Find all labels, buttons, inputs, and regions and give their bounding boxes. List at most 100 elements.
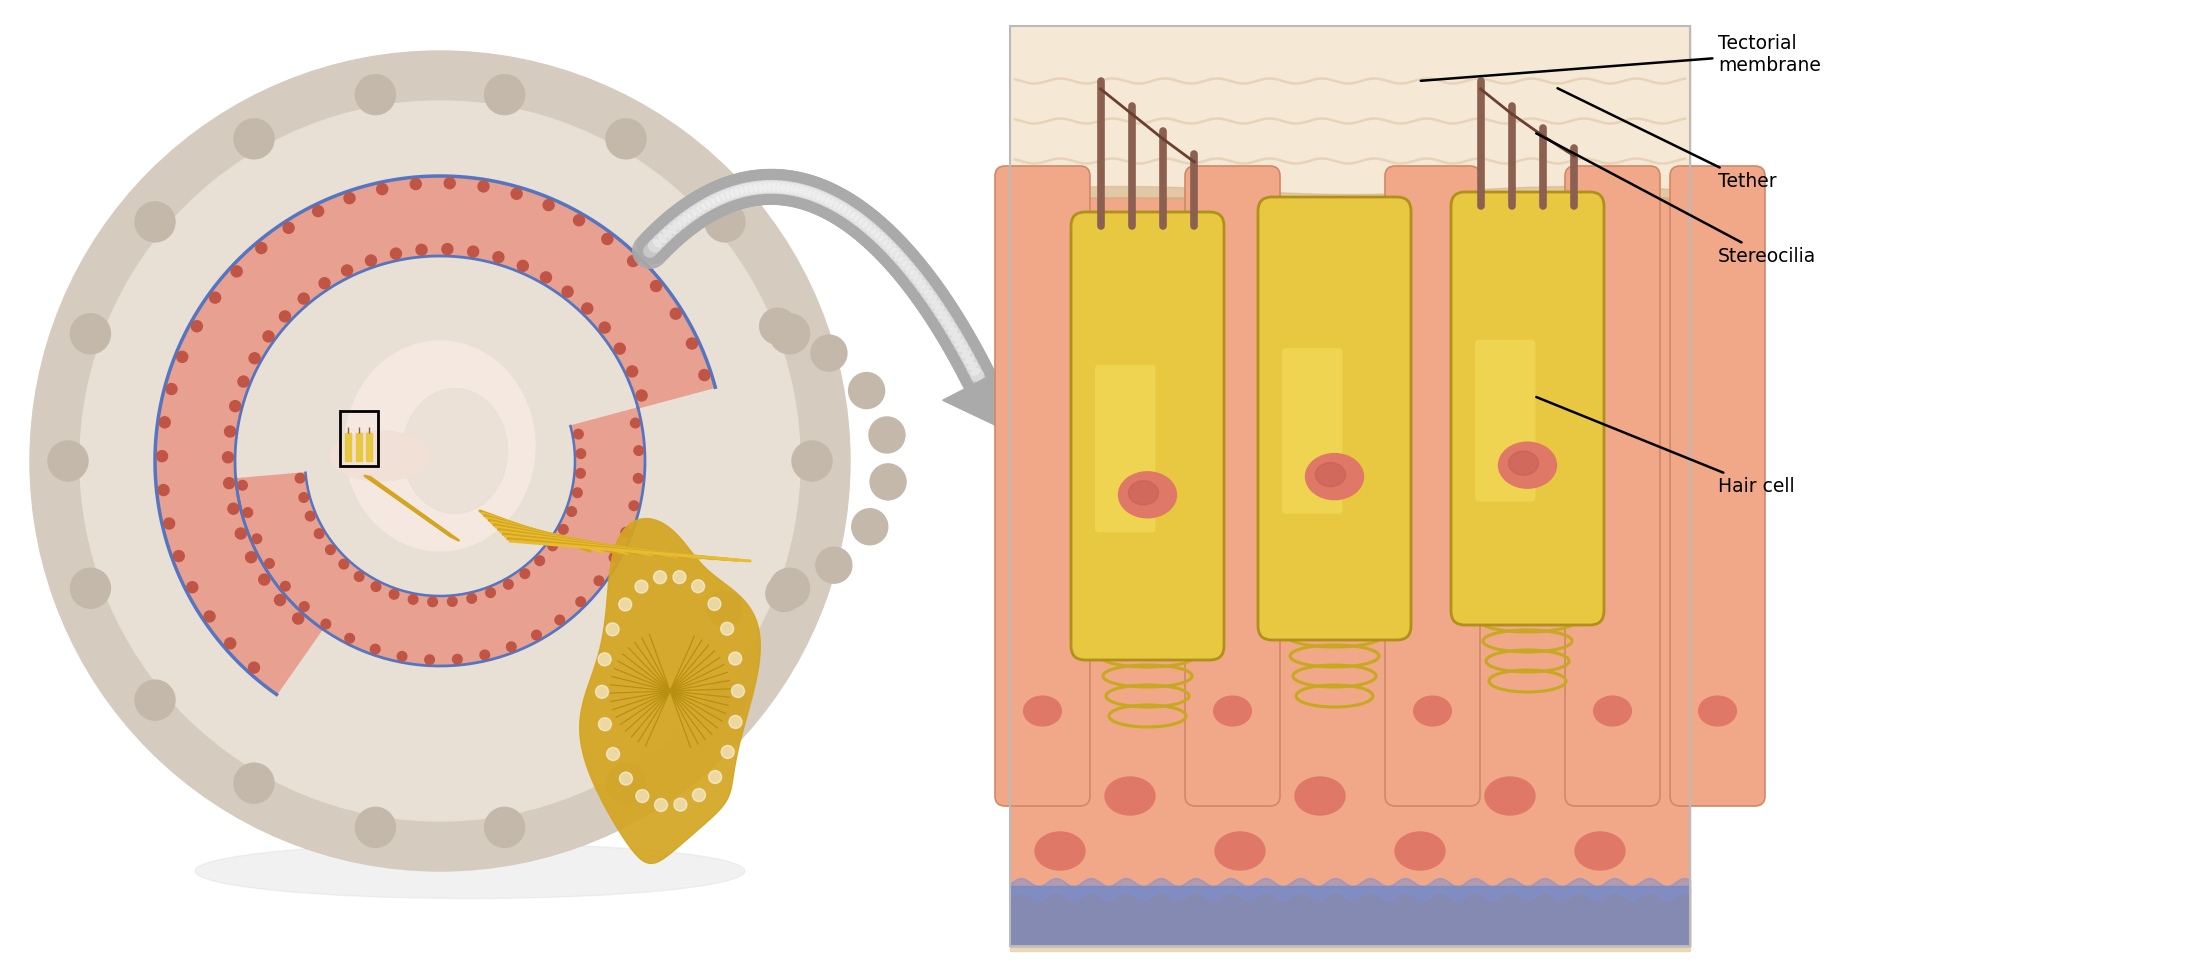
Ellipse shape: [346, 341, 536, 551]
Circle shape: [313, 206, 324, 217]
Circle shape: [709, 597, 720, 611]
Circle shape: [558, 524, 569, 534]
Circle shape: [274, 594, 284, 606]
FancyBboxPatch shape: [1258, 197, 1411, 640]
Circle shape: [635, 474, 643, 484]
Circle shape: [770, 314, 810, 353]
Circle shape: [258, 574, 269, 586]
Ellipse shape: [1508, 452, 1538, 475]
Circle shape: [849, 373, 884, 409]
FancyBboxPatch shape: [1282, 348, 1343, 514]
FancyBboxPatch shape: [1669, 166, 1766, 806]
Circle shape: [306, 512, 315, 520]
Circle shape: [177, 352, 188, 362]
Circle shape: [687, 338, 698, 349]
Circle shape: [354, 807, 396, 848]
Ellipse shape: [1499, 442, 1556, 488]
Circle shape: [468, 246, 479, 257]
Circle shape: [606, 763, 645, 803]
Circle shape: [674, 571, 687, 584]
FancyBboxPatch shape: [1186, 166, 1280, 806]
Circle shape: [354, 75, 396, 115]
Circle shape: [225, 426, 236, 437]
Bar: [354, 433, 361, 461]
Circle shape: [606, 748, 619, 760]
Circle shape: [225, 638, 236, 649]
FancyBboxPatch shape: [1475, 340, 1536, 502]
Circle shape: [477, 181, 488, 192]
Circle shape: [245, 552, 256, 563]
Circle shape: [698, 370, 709, 381]
Circle shape: [619, 772, 632, 786]
Circle shape: [186, 582, 197, 592]
Circle shape: [573, 487, 582, 497]
Circle shape: [300, 492, 309, 502]
Circle shape: [70, 314, 109, 353]
Ellipse shape: [1575, 832, 1626, 870]
Circle shape: [280, 582, 291, 591]
Text: Stereocilia: Stereocilia: [1536, 133, 1816, 265]
Circle shape: [341, 265, 352, 276]
Ellipse shape: [1698, 696, 1737, 726]
FancyBboxPatch shape: [1070, 212, 1223, 660]
Circle shape: [722, 746, 735, 758]
Text: Hair cell: Hair cell: [1536, 397, 1794, 495]
Circle shape: [449, 596, 457, 606]
Circle shape: [223, 452, 234, 463]
Circle shape: [816, 548, 851, 584]
Circle shape: [731, 685, 744, 697]
Circle shape: [595, 686, 608, 698]
Circle shape: [136, 680, 175, 720]
Text: Tether: Tether: [1558, 88, 1777, 190]
Circle shape: [319, 278, 330, 288]
FancyBboxPatch shape: [1564, 166, 1661, 806]
Circle shape: [416, 245, 427, 255]
Circle shape: [31, 51, 849, 871]
Circle shape: [635, 580, 648, 593]
Circle shape: [492, 251, 503, 263]
Bar: [1011, 26, 1689, 946]
Circle shape: [479, 651, 490, 659]
Circle shape: [637, 390, 648, 401]
Circle shape: [503, 580, 514, 589]
Circle shape: [709, 771, 722, 784]
Circle shape: [543, 200, 554, 211]
Circle shape: [650, 281, 661, 291]
Circle shape: [707, 590, 742, 626]
Circle shape: [486, 587, 494, 597]
Circle shape: [234, 763, 274, 803]
Circle shape: [136, 202, 175, 242]
Circle shape: [720, 622, 733, 635]
Circle shape: [263, 331, 274, 342]
Bar: [1011, 26, 1689, 946]
Circle shape: [453, 654, 462, 664]
Circle shape: [869, 417, 906, 452]
Circle shape: [705, 202, 744, 242]
Ellipse shape: [1214, 696, 1252, 726]
Bar: [1011, 886, 1689, 946]
Circle shape: [223, 478, 234, 488]
Circle shape: [516, 260, 527, 271]
Circle shape: [484, 807, 525, 848]
FancyBboxPatch shape: [996, 166, 1090, 806]
Circle shape: [630, 501, 639, 511]
Circle shape: [595, 576, 604, 586]
Circle shape: [315, 529, 324, 539]
Circle shape: [160, 417, 171, 428]
Polygon shape: [155, 176, 715, 694]
Circle shape: [398, 652, 407, 661]
Circle shape: [635, 446, 643, 455]
Circle shape: [424, 654, 435, 664]
Circle shape: [298, 293, 309, 304]
Ellipse shape: [1413, 696, 1451, 726]
Circle shape: [575, 468, 584, 478]
Circle shape: [597, 718, 610, 731]
Ellipse shape: [1486, 777, 1536, 815]
FancyBboxPatch shape: [1094, 365, 1155, 532]
Text: Tectorial
membrane: Tectorial membrane: [1420, 34, 1820, 81]
Circle shape: [512, 188, 523, 199]
Circle shape: [346, 633, 354, 643]
Circle shape: [573, 429, 584, 439]
Circle shape: [238, 481, 247, 490]
Circle shape: [705, 680, 744, 720]
